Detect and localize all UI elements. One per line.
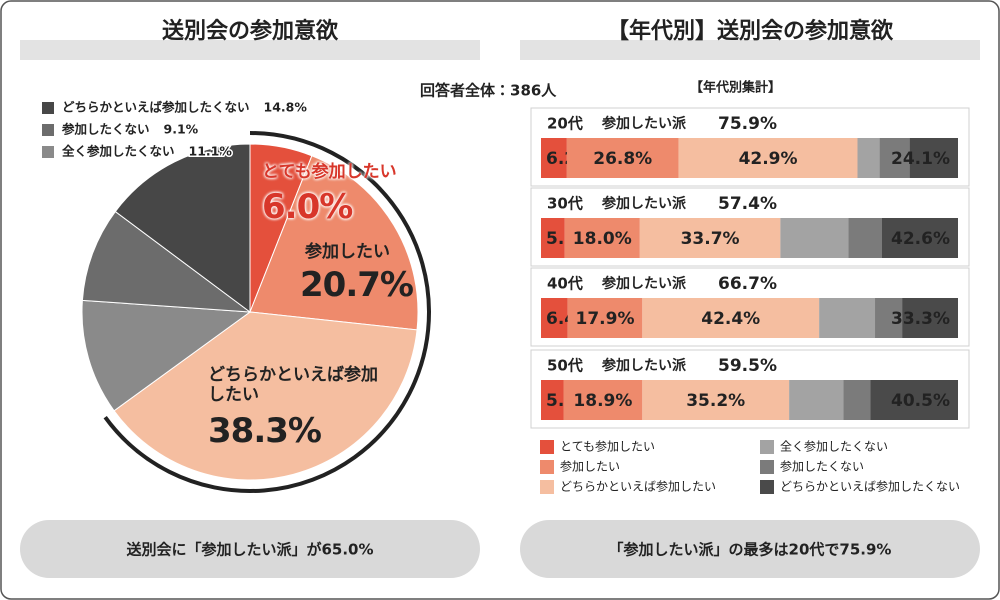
summary: 送別会に「参加したい派」が65.0% (126, 541, 373, 559)
positive-total: 75.9% (718, 114, 777, 134)
legend-swatch (540, 460, 554, 474)
legend-swatch (42, 102, 54, 114)
bar-segment (819, 298, 876, 338)
segment-label: 26.8% (593, 149, 652, 169)
negative-total: 42.6% (891, 229, 950, 249)
legend-swatch (760, 460, 774, 474)
group-name: 参加したい派 (601, 195, 687, 212)
bar-segment (566, 138, 679, 178)
bar-segment (639, 218, 781, 258)
bar-segment (870, 380, 958, 420)
summary-pill (20, 520, 480, 578)
category-label: 30代 (547, 195, 583, 213)
bar-segment (789, 380, 844, 420)
bar-segment (563, 380, 643, 420)
bar-segment (875, 298, 903, 338)
title-band (20, 40, 480, 60)
segment-label: 42.9% (739, 149, 798, 169)
segment-label: 17.9% (576, 309, 635, 329)
bar-segment (857, 138, 880, 178)
legend-label: 参加したくない (780, 460, 864, 474)
bar-segment (541, 138, 567, 178)
group-box (530, 267, 970, 347)
bar-segment (567, 298, 643, 338)
segment-label: 33.7% (681, 229, 740, 249)
segment-label: 18.9% (573, 391, 632, 411)
negative-total: 40.5% (891, 391, 950, 411)
legend-value: 14.8% (264, 100, 308, 115)
bar-segment (642, 298, 820, 338)
bar-segment (780, 218, 849, 258)
group-name: 参加したい派 (601, 275, 687, 292)
bar-segment (902, 298, 958, 338)
category-label: 40代 (547, 275, 583, 293)
summary: 「参加したい派」の最多は20代で75.9% (609, 541, 892, 559)
legend-swatch (540, 440, 554, 454)
bar-segment (843, 380, 871, 420)
bar-segment (909, 138, 958, 178)
legend-label: どちらかといえば参加したい (560, 480, 716, 494)
pie-slice (81, 210, 252, 313)
legend-value: 9.1% (164, 122, 199, 137)
summary-pill (520, 520, 980, 578)
segment-label: 18.0% (573, 229, 632, 249)
legend-swatch (42, 146, 54, 158)
pie-title: 送別会の参加意欲 (162, 18, 339, 44)
positive-total: 57.4% (718, 194, 777, 214)
negative-total: 24.1% (891, 149, 950, 169)
bar-segment (564, 218, 640, 258)
pie-slice (113, 311, 418, 481)
segment-label: 35.2% (686, 391, 745, 411)
bar-segment (541, 298, 568, 338)
bar-segment (881, 218, 958, 258)
legend-label: とても参加したい (560, 440, 655, 454)
bar-segment (642, 380, 790, 420)
bar-segment (541, 218, 565, 258)
positive-total: 66.7% (718, 274, 777, 294)
pie-slice (114, 143, 251, 313)
positive-total: 59.5% (718, 356, 777, 376)
legend-swatch (760, 440, 774, 454)
category-label: 50代 (547, 357, 583, 375)
bar-title: 【年代別】送別会の参加意欲 (607, 18, 894, 44)
bar-segment (848, 218, 882, 258)
bar-segment (541, 380, 564, 420)
negative-total: 33.3% (891, 309, 950, 329)
legend-label: 参加したくない (61, 122, 150, 137)
pie-slice (81, 299, 252, 412)
legend-value: 11.1% (189, 144, 233, 159)
legend-swatch (760, 480, 774, 494)
bar-segment (879, 138, 910, 178)
legend-swatch (540, 480, 554, 494)
legend-label: どちらかといえば参加したくない (780, 480, 960, 494)
group-name: 参加したい派 (601, 115, 687, 132)
pie-slice (249, 155, 419, 331)
group-box (530, 187, 970, 267)
legend-label: 参加したい (560, 460, 620, 474)
bar-subtitle: 【年代別集計】 (690, 80, 781, 96)
legend-swatch (42, 124, 54, 136)
legend-label: 全く参加したくない (780, 440, 888, 454)
title-band (520, 40, 980, 60)
respondents-note: 回答者全体：386人 (420, 82, 557, 100)
bar-segment (678, 138, 858, 178)
legend-label: どちらかといえば参加したくない (62, 100, 250, 115)
group-box (530, 107, 970, 187)
group-arc (103, 131, 431, 493)
segment-label: 42.4% (701, 309, 760, 329)
group-box (530, 349, 970, 429)
legend-label: 全く参加したくない (62, 144, 175, 159)
group-name: 参加したい派 (601, 357, 687, 374)
category-label: 20代 (547, 115, 583, 133)
